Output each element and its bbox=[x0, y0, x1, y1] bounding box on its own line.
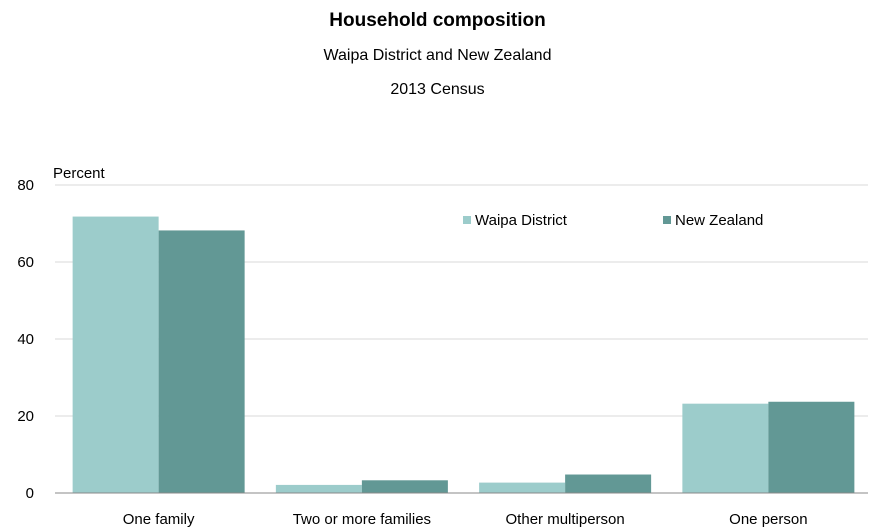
legend: Waipa District New Zealand bbox=[463, 212, 763, 229]
bar-waipa-district-one-family bbox=[72, 216, 159, 493]
bar-waipa-district-two-or-more-families bbox=[275, 484, 362, 493]
y-axis-label: Percent bbox=[53, 165, 106, 182]
x-tick-label-other-multiperson: Other multiperson bbox=[506, 511, 625, 528]
legend-label-new-zealand: New Zealand bbox=[675, 212, 763, 229]
bar-new-zealand-one-family bbox=[158, 230, 245, 493]
x-tick-label-one-person: One person bbox=[729, 511, 807, 528]
legend-swatch-waipa-district bbox=[463, 216, 471, 224]
y-tick-label-20: 20 bbox=[17, 408, 34, 425]
bars bbox=[72, 216, 855, 493]
bar-new-zealand-one-person bbox=[768, 401, 855, 493]
y-tick-label-80: 80 bbox=[17, 177, 34, 194]
legend-swatch-new-zealand bbox=[663, 216, 671, 224]
x-tick-labels: One family Two or more families Other mult… bbox=[123, 511, 808, 528]
bar-waipa-district-one-person bbox=[682, 403, 769, 493]
y-tick-label-0: 0 bbox=[26, 485, 34, 502]
chart-title: Household composition bbox=[329, 10, 546, 31]
legend-label-waipa-district: Waipa District bbox=[475, 212, 568, 229]
bar-waipa-district-other-multiperson bbox=[479, 482, 566, 493]
chart-subtitle-census: 2013 Census bbox=[390, 81, 485, 98]
y-tick-labels: 0 20 40 60 80 bbox=[17, 177, 34, 502]
bar-new-zealand-two-or-more-families bbox=[361, 480, 448, 493]
y-tick-label-60: 60 bbox=[17, 254, 34, 271]
y-tick-label-40: 40 bbox=[17, 331, 34, 348]
chart-subtitle: Waipa District and New Zealand bbox=[323, 47, 552, 64]
bar-new-zealand-other-multiperson bbox=[565, 474, 652, 493]
x-tick-label-two-or-more-families: Two or more families bbox=[293, 511, 431, 528]
x-tick-label-one-family: One family bbox=[123, 511, 195, 528]
